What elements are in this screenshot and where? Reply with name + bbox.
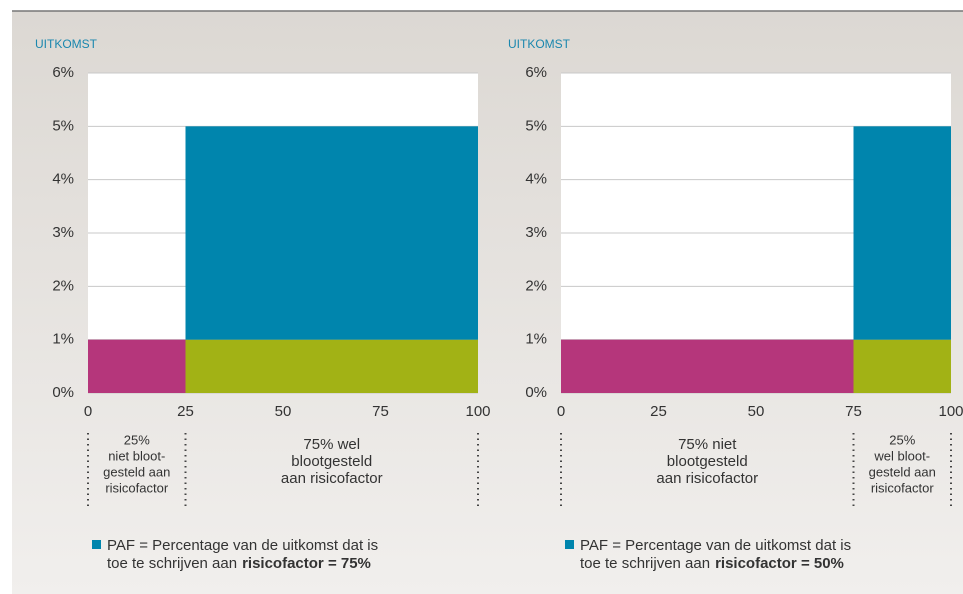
legend-text: PAF = Percentage van de uitkomst dat is xyxy=(107,537,378,554)
group-label: 25% xyxy=(889,432,915,447)
x-tick-label: 0 xyxy=(84,403,92,420)
y-tick-label: 2% xyxy=(525,277,547,294)
y-tick-label: 3% xyxy=(525,224,547,241)
group-label: aan risicofactor xyxy=(281,470,383,487)
bar xyxy=(853,126,951,340)
x-tick-label: 75 xyxy=(372,403,389,420)
bar xyxy=(561,339,854,393)
x-tick-label: 50 xyxy=(748,403,765,420)
bar xyxy=(88,339,186,393)
legend-text: toe te schrijven aan xyxy=(580,555,710,572)
x-tick-label: 0 xyxy=(557,403,565,420)
y-tick-label: 4% xyxy=(52,171,74,188)
group-label: niet bloot- xyxy=(108,448,165,463)
legend-emphasis: risicofactor = 50% xyxy=(715,555,844,572)
group-label: aan risicofactor xyxy=(656,470,758,487)
group-label: blootgesteld xyxy=(291,453,372,470)
group-label: risicofactor xyxy=(871,480,935,495)
axis-title: UITKOMST xyxy=(508,37,571,51)
y-tick-label: 6% xyxy=(52,64,74,81)
legend-emphasis: risicofactor = 75% xyxy=(242,555,371,572)
y-tick-label: 6% xyxy=(525,64,547,81)
group-label: 25% xyxy=(124,432,150,447)
bar xyxy=(185,126,478,340)
bar xyxy=(853,339,951,393)
legend-swatch xyxy=(92,540,101,549)
x-tick-label: 50 xyxy=(275,403,292,420)
y-tick-label: 5% xyxy=(52,117,74,134)
y-tick-label: 0% xyxy=(525,384,547,401)
x-tick-label: 100 xyxy=(938,403,963,420)
legend-swatch xyxy=(565,540,574,549)
y-tick-label: 3% xyxy=(52,224,74,241)
group-label: risicofactor xyxy=(105,480,169,495)
y-tick-label: 2% xyxy=(52,277,74,294)
y-tick-label: 0% xyxy=(52,384,74,401)
x-tick-label: 100 xyxy=(465,403,490,420)
x-tick-label: 25 xyxy=(177,403,194,420)
bar xyxy=(185,339,478,393)
group-label: wel bloot- xyxy=(873,448,930,463)
y-tick-label: 1% xyxy=(52,331,74,348)
axis-title: UITKOMST xyxy=(35,37,98,51)
group-label: gesteld aan xyxy=(869,464,936,479)
x-tick-label: 75 xyxy=(845,403,862,420)
group-label: blootgesteld xyxy=(667,453,748,470)
group-label: 75% niet xyxy=(678,436,737,453)
y-tick-label: 5% xyxy=(525,117,547,134)
legend-text: toe te schrijven aan xyxy=(107,555,237,572)
group-label: 75% wel xyxy=(303,436,360,453)
legend-text: PAF = Percentage van de uitkomst dat is xyxy=(580,537,851,554)
x-tick-label: 25 xyxy=(650,403,667,420)
group-label: gesteld aan xyxy=(103,464,170,479)
y-tick-label: 1% xyxy=(525,331,547,348)
y-tick-label: 4% xyxy=(525,171,547,188)
